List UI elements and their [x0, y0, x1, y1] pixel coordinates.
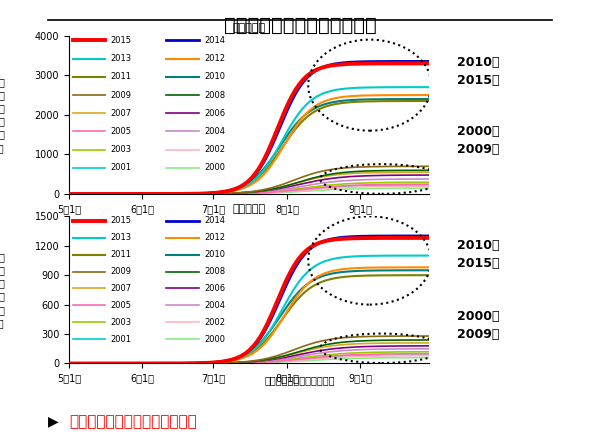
Text: 2001: 2001 — [110, 334, 131, 344]
Text: 2009: 2009 — [110, 267, 131, 276]
Text: 2014: 2014 — [204, 216, 225, 225]
Text: 2007: 2007 — [110, 284, 131, 293]
Text: 2010: 2010 — [204, 72, 225, 81]
Text: 夏の暑さが急速に社会問題化。: 夏の暑さが急速に社会問題化。 — [69, 414, 197, 429]
Y-axis label: 累
積
患
者
数
（人）: 累 積 患 者 数 （人） — [0, 77, 4, 153]
Text: 2011: 2011 — [110, 250, 131, 259]
Text: 2015: 2015 — [110, 36, 131, 45]
Text: 2007: 2007 — [110, 109, 131, 118]
Text: 2010: 2010 — [204, 250, 225, 259]
Text: 2005: 2005 — [110, 301, 131, 310]
Text: 熱中症救急搬送者数の年変化: 熱中症救急搬送者数の年変化 — [224, 16, 376, 35]
Text: ▶: ▶ — [48, 414, 59, 429]
Text: 2010～
2015年: 2010～ 2015年 — [457, 56, 500, 87]
Text: 2003: 2003 — [110, 318, 131, 327]
Text: 2012: 2012 — [204, 233, 225, 242]
Text: 2011: 2011 — [110, 72, 131, 81]
Text: 2000: 2000 — [204, 163, 225, 173]
Text: 2008: 2008 — [204, 267, 225, 276]
Text: 2013: 2013 — [110, 54, 131, 63]
Title: 都下市町村: 都下市町村 — [232, 204, 266, 214]
Text: 2003: 2003 — [110, 145, 131, 154]
Text: 2015: 2015 — [110, 216, 131, 225]
Text: 2002: 2002 — [204, 145, 225, 154]
Text: 2006: 2006 — [204, 284, 225, 293]
Text: 2004: 2004 — [204, 127, 225, 136]
Text: 2013: 2013 — [110, 233, 131, 242]
Text: 2000: 2000 — [204, 334, 225, 344]
Text: 2008: 2008 — [204, 91, 225, 99]
Text: 2000～
2009年: 2000～ 2009年 — [457, 310, 500, 341]
Text: 2006: 2006 — [204, 109, 225, 118]
Text: 2000～
2009年: 2000～ 2009年 — [457, 125, 500, 156]
Text: 2001: 2001 — [110, 163, 131, 173]
Text: 2009: 2009 — [110, 91, 131, 99]
Y-axis label: 累
積
患
者
数
（人）: 累 積 患 者 数 （人） — [0, 252, 4, 328]
Text: 2014: 2014 — [204, 36, 225, 45]
Text: （出典：国立環境研究所）: （出典：国立環境研究所） — [265, 375, 335, 385]
Text: 2005: 2005 — [110, 127, 131, 136]
Text: 2004: 2004 — [204, 301, 225, 310]
Title: 東京特別区: 東京特別区 — [232, 24, 266, 33]
Text: 2002: 2002 — [204, 318, 225, 327]
Text: 2010～
2015年: 2010～ 2015年 — [457, 239, 500, 270]
Text: 2012: 2012 — [204, 54, 225, 63]
